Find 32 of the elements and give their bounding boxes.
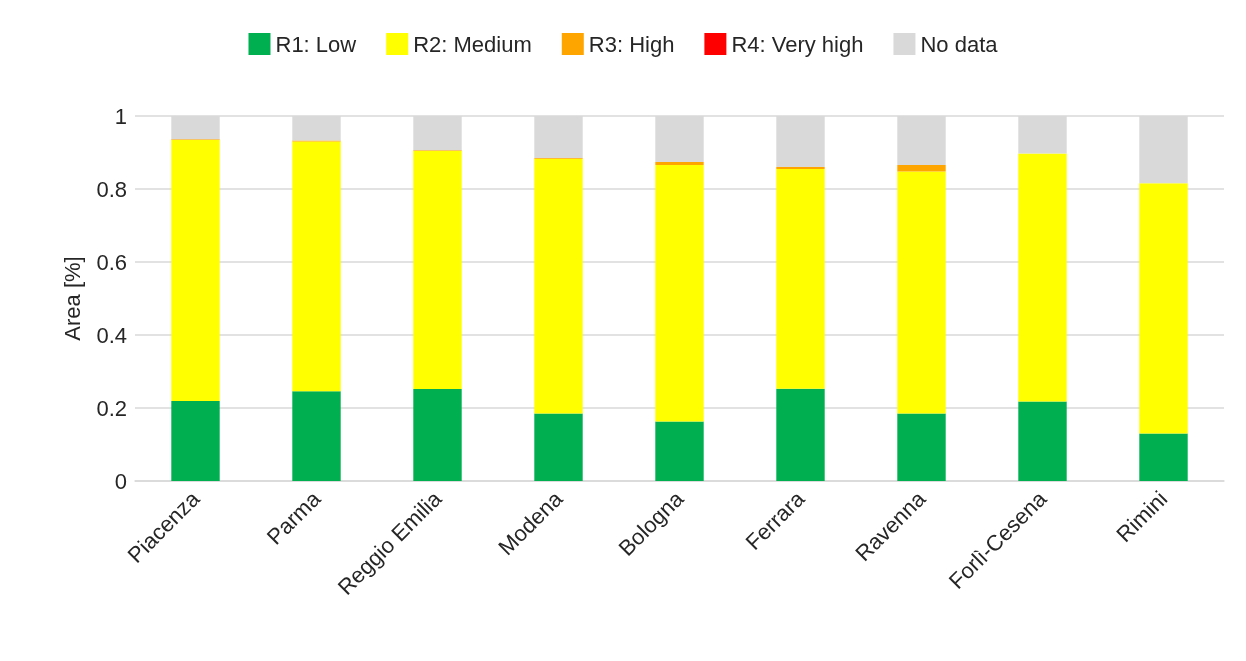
bar [1018,401,1067,481]
y-tick-label: 0.8 [96,176,127,202]
legend-label: R3: High [588,31,675,57]
legend-label: R1: Low [275,31,357,57]
bar [171,401,220,481]
bar [1139,183,1188,434]
bar [1018,153,1067,402]
y-tick-label: 0.6 [96,249,127,275]
y-tick-label: 0 [114,468,127,494]
bar [897,164,946,172]
bar [776,168,825,389]
legend-label: R2: Medium [413,31,532,57]
bar [897,171,946,414]
bar [655,421,704,481]
bar [292,391,341,481]
bar [776,388,825,481]
legend-label: No data [920,31,999,57]
bar [292,141,341,392]
y-axis-title: Area [%] [59,256,85,341]
bar [655,161,704,165]
bar [1139,433,1188,481]
bar [413,151,462,390]
y-tick-label: 0.4 [96,322,127,348]
bar [534,158,583,414]
bar [655,164,704,422]
y-tick-label: 0.2 [96,395,127,421]
bar [897,413,946,481]
bar [171,140,220,402]
y-tick-label: 1 [114,103,127,129]
legend-label: R4: Very high [731,31,864,57]
bar [534,413,583,481]
bar [413,389,462,481]
